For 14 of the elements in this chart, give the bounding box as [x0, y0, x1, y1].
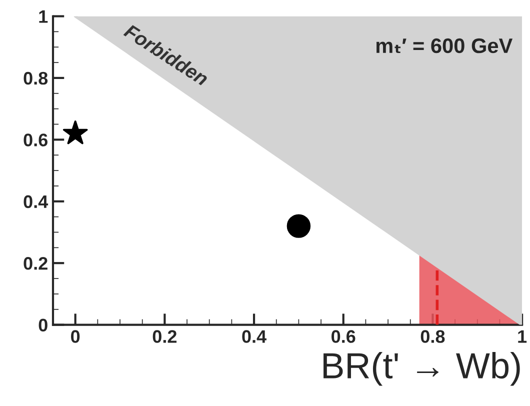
y-tick-label: 0.8 — [24, 72, 48, 85]
y-tick-label: 0.4 — [24, 195, 48, 208]
y-tick-label: 0.2 — [24, 257, 48, 270]
y-tick-label: 0 — [38, 318, 48, 332]
x-tick-label: 0 — [71, 330, 80, 343]
x-tick-label: 0.2 — [152, 330, 177, 343]
x-axis-title: BR(t' → Wb) — [324, 352, 520, 386]
y-tick-label: 1 — [39, 10, 48, 23]
annotation: mₜ′ = 600 GeV — [376, 38, 513, 54]
x-tick-label: 0.6 — [332, 330, 356, 343]
y-tick-label: 0.6 — [24, 134, 48, 146]
x-tick-label: 0.4 — [242, 330, 266, 343]
x-tick-label: 1 — [518, 330, 527, 343]
x-tick-label: 0.8 — [420, 330, 445, 343]
